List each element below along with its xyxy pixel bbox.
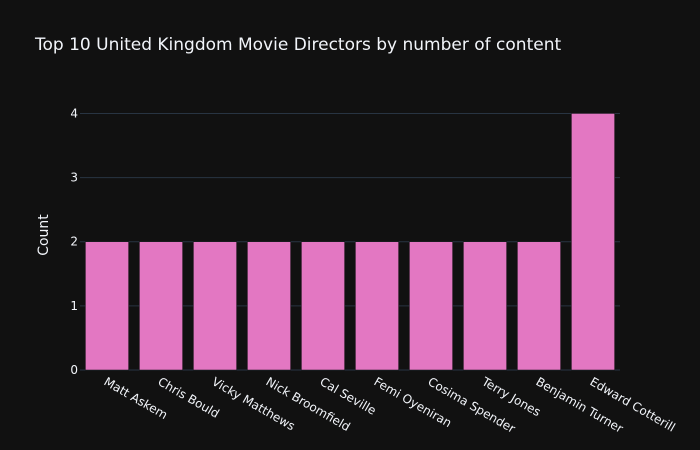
bar[interactable] <box>247 241 291 371</box>
bar[interactable] <box>139 241 183 371</box>
bar[interactable] <box>355 241 399 371</box>
y-axis-ticks: 0 1 2 3 4 <box>70 106 78 377</box>
y-tick-label: 4 <box>70 106 78 120</box>
bar[interactable] <box>463 241 507 371</box>
bar[interactable] <box>193 241 237 371</box>
y-axis-label: Count <box>36 214 52 256</box>
bars <box>85 113 615 371</box>
y-tick-label: 3 <box>70 171 78 185</box>
bar[interactable] <box>301 241 345 371</box>
bar[interactable] <box>409 241 453 371</box>
bar[interactable] <box>517 241 561 371</box>
y-tick-label: 1 <box>70 299 78 313</box>
bar[interactable] <box>85 241 129 371</box>
y-tick-label: 2 <box>70 235 78 249</box>
y-tick-label: 0 <box>70 363 78 377</box>
chart-title: Top 10 United Kingdom Movie Directors by… <box>34 35 561 55</box>
bar[interactable] <box>571 113 615 371</box>
